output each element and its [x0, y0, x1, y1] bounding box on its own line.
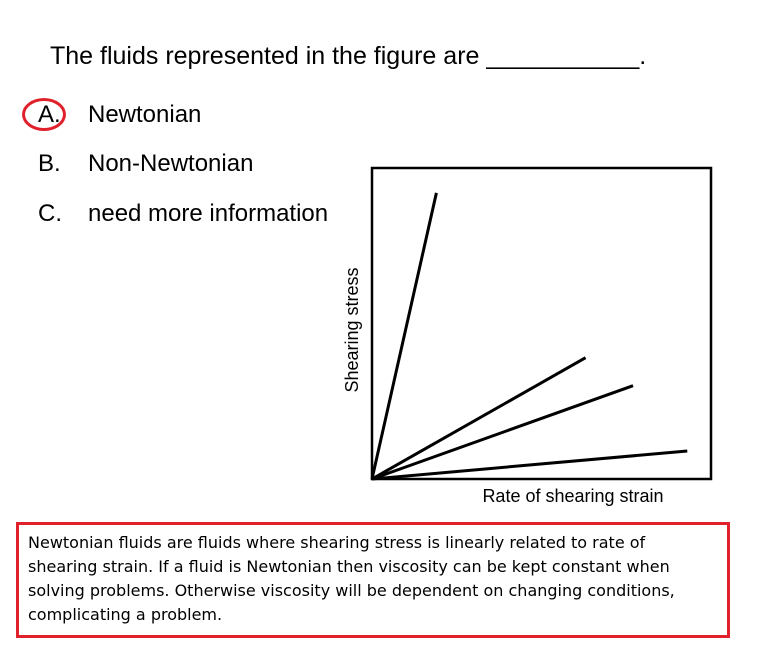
- x-axis-label: Rate of shearing strain: [482, 486, 663, 506]
- selected-answer-circle: [22, 98, 66, 131]
- option-a: A. Newtonian: [38, 101, 201, 129]
- explanation-box: Newtonian fluids are fluids where sheari…: [16, 522, 730, 638]
- chart-series-group: [370, 192, 688, 481]
- series-line-3: [371, 384, 634, 481]
- option-c-letter: C.: [38, 200, 62, 227]
- question-text: The fluids represented in the figure are…: [50, 42, 647, 70]
- option-b: B. Non-Newtonian: [38, 150, 253, 178]
- series-line-4: [371, 449, 688, 481]
- option-b-letter: B.: [38, 150, 61, 177]
- explanation-text: Newtonian fluids are fluids where sheari…: [28, 533, 675, 624]
- option-c: C. need more information: [38, 200, 328, 228]
- option-a-label: Newtonian: [88, 101, 202, 128]
- series-line-1: [370, 192, 438, 480]
- option-b-label: Non-Newtonian: [88, 150, 254, 177]
- option-c-label: need more information: [88, 200, 329, 227]
- series-line-2: [371, 356, 587, 481]
- chart-frame: [370, 166, 713, 481]
- y-axis-label: Shearing stress: [342, 267, 362, 392]
- option-a-letter: A.: [38, 101, 61, 128]
